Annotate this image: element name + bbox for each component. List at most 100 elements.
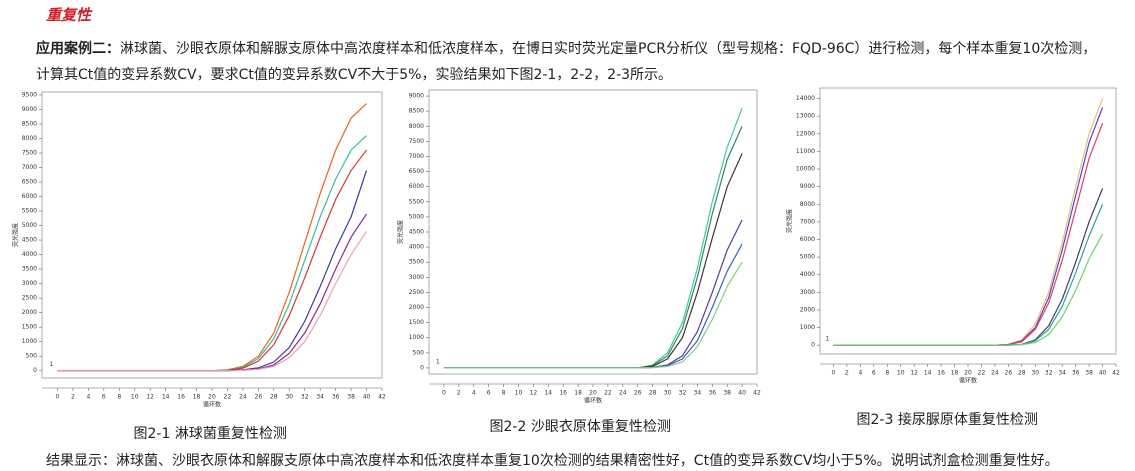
y-tick-label: 1000 [800,324,815,331]
x-tick-label: 6 [487,390,491,397]
y-tick-label: 1500 [22,324,37,331]
chart: 0100020003000400050006000700080009000100… [786,87,1120,385]
y-tick-label: 8000 [22,135,37,142]
y-tick-label: 5000 [22,222,37,229]
x-tick-label: 8 [885,370,889,377]
y-tick-label: 1000 [22,338,37,345]
y-tick-label: 7000 [800,218,815,225]
x-tick-label: 16 [937,370,945,377]
x-axis-label: 循环数 [959,377,977,385]
y-tick-label: 4000 [22,251,37,258]
x-tick-label: 40 [1099,370,1107,377]
x-tick-label: 34 [316,394,324,401]
y-tick-label: 500 [413,349,425,356]
plot-frame [41,91,383,379]
y-tick-label: 1500 [409,319,424,326]
series-line [57,135,367,372]
series-line [833,107,1104,346]
series-line [833,204,1104,346]
y-tick-label: 9000 [22,106,37,113]
y-tick-label: 14000 [796,95,815,102]
series-line [833,188,1104,346]
series-line [443,243,743,369]
x-tick-label: 16 [559,390,567,397]
x-tick-label: 0 [832,370,836,377]
series-line [57,149,368,372]
y-tick-label: 1000 [409,334,424,341]
y-tick-label: 500 [26,353,38,360]
x-tick-label: 4 [472,390,476,397]
x-tick-label: 6 [872,370,876,377]
y-tick-label: 3500 [22,266,37,273]
paragraph-text: 淋球菌、沙眼衣原体和解脲支原体中高浓度样本和低浓度样本，在博日实时荧光定量PCR… [36,41,1097,83]
y-tick-label: 9000 [800,183,815,190]
y-axis-label: 荧光强度 [12,223,20,247]
x-tick-label: 26 [634,390,642,397]
x-tick-label: 34 [694,390,702,397]
y-tick-label: 7500 [409,138,424,145]
y-tick-label: 4000 [800,271,815,278]
heading: 重复性 [46,6,92,24]
y-tick-label: 2500 [22,295,37,302]
x-tick-label: 4 [858,370,862,377]
x-tick-label: 10 [897,370,905,377]
x-tick-label: 16 [177,394,185,401]
x-tick-label: 4 [86,394,90,401]
y-tick-label: 11000 [796,148,815,155]
x-tick-label: 14 [162,394,170,401]
annotation: 1 [49,361,53,368]
x-tick-label: 2 [457,390,461,397]
x-tick-label: 32 [1045,370,1053,377]
series-line [833,233,1104,346]
x-axis-label: 循环数 [584,397,602,405]
x-tick-label: 30 [285,394,293,401]
x-tick-label: 20 [589,390,597,397]
x-tick-label: 2 [71,394,75,401]
x-tick-label: 30 [664,390,672,397]
annotation: 1 [436,358,440,365]
caption: 图2-1 淋球菌重复性检测 [133,426,287,442]
series-line [833,98,1104,346]
y-tick-label: 5500 [22,208,37,215]
series-line [57,231,368,372]
annotation: 1 [825,336,829,343]
x-tick-label: 18 [193,394,201,401]
y-tick-label: 12000 [796,130,815,137]
y-tick-label: 7000 [22,164,37,171]
x-tick-label: 30 [1031,370,1039,377]
y-tick-label: 2500 [409,289,424,296]
y-tick-label: 7000 [409,153,424,160]
chart: 0 500 1000 1500 2000 2500 3000 3500 4000 4500 5000… [12,91,386,408]
y-tick-label: 5500 [409,198,424,205]
y-tick-label: 8000 [409,123,424,130]
x-tick-label: 22 [604,390,612,397]
x-tick-label: 28 [649,390,657,397]
x-tick-label: 24 [991,370,999,377]
x-tick-label: 26 [1005,370,1013,377]
x-tick-label: 26 [255,394,263,401]
x-tick-label: 38 [723,390,731,397]
x-tick-label: 32 [679,390,687,397]
x-tick-label: 18 [951,370,959,377]
x-tick-label: 20 [208,394,216,401]
y-tick-label: 8000 [800,201,815,208]
y-tick-label: 6000 [409,183,424,190]
y-tick-label: 6000 [22,193,37,200]
series-line [833,123,1104,346]
x-tick-label: 22 [224,394,232,401]
y-tick-label: 2000 [409,304,424,311]
x-tick-label: 12 [530,390,538,397]
y-tick-label: 2000 [800,306,815,313]
x-tick-label: 42 [753,390,761,397]
x-tick-label: 36 [332,394,340,401]
x-tick-label: 6 [102,394,106,401]
y-tick-label: 9000 [409,93,424,100]
y-tick-label: 6000 [800,236,815,243]
x-tick-label: 12 [146,394,154,401]
y-axis-label: 荧光强度 [397,220,405,244]
x-tick-label: 20 [964,370,972,377]
conclusion: 结果显示：淋球菌、沙眼衣原体和解脲支原体中高浓度样本和低浓度样本重复10次检测的… [46,453,1059,469]
x-tick-label: 36 [708,390,716,397]
x-tick-label: 28 [270,394,278,401]
